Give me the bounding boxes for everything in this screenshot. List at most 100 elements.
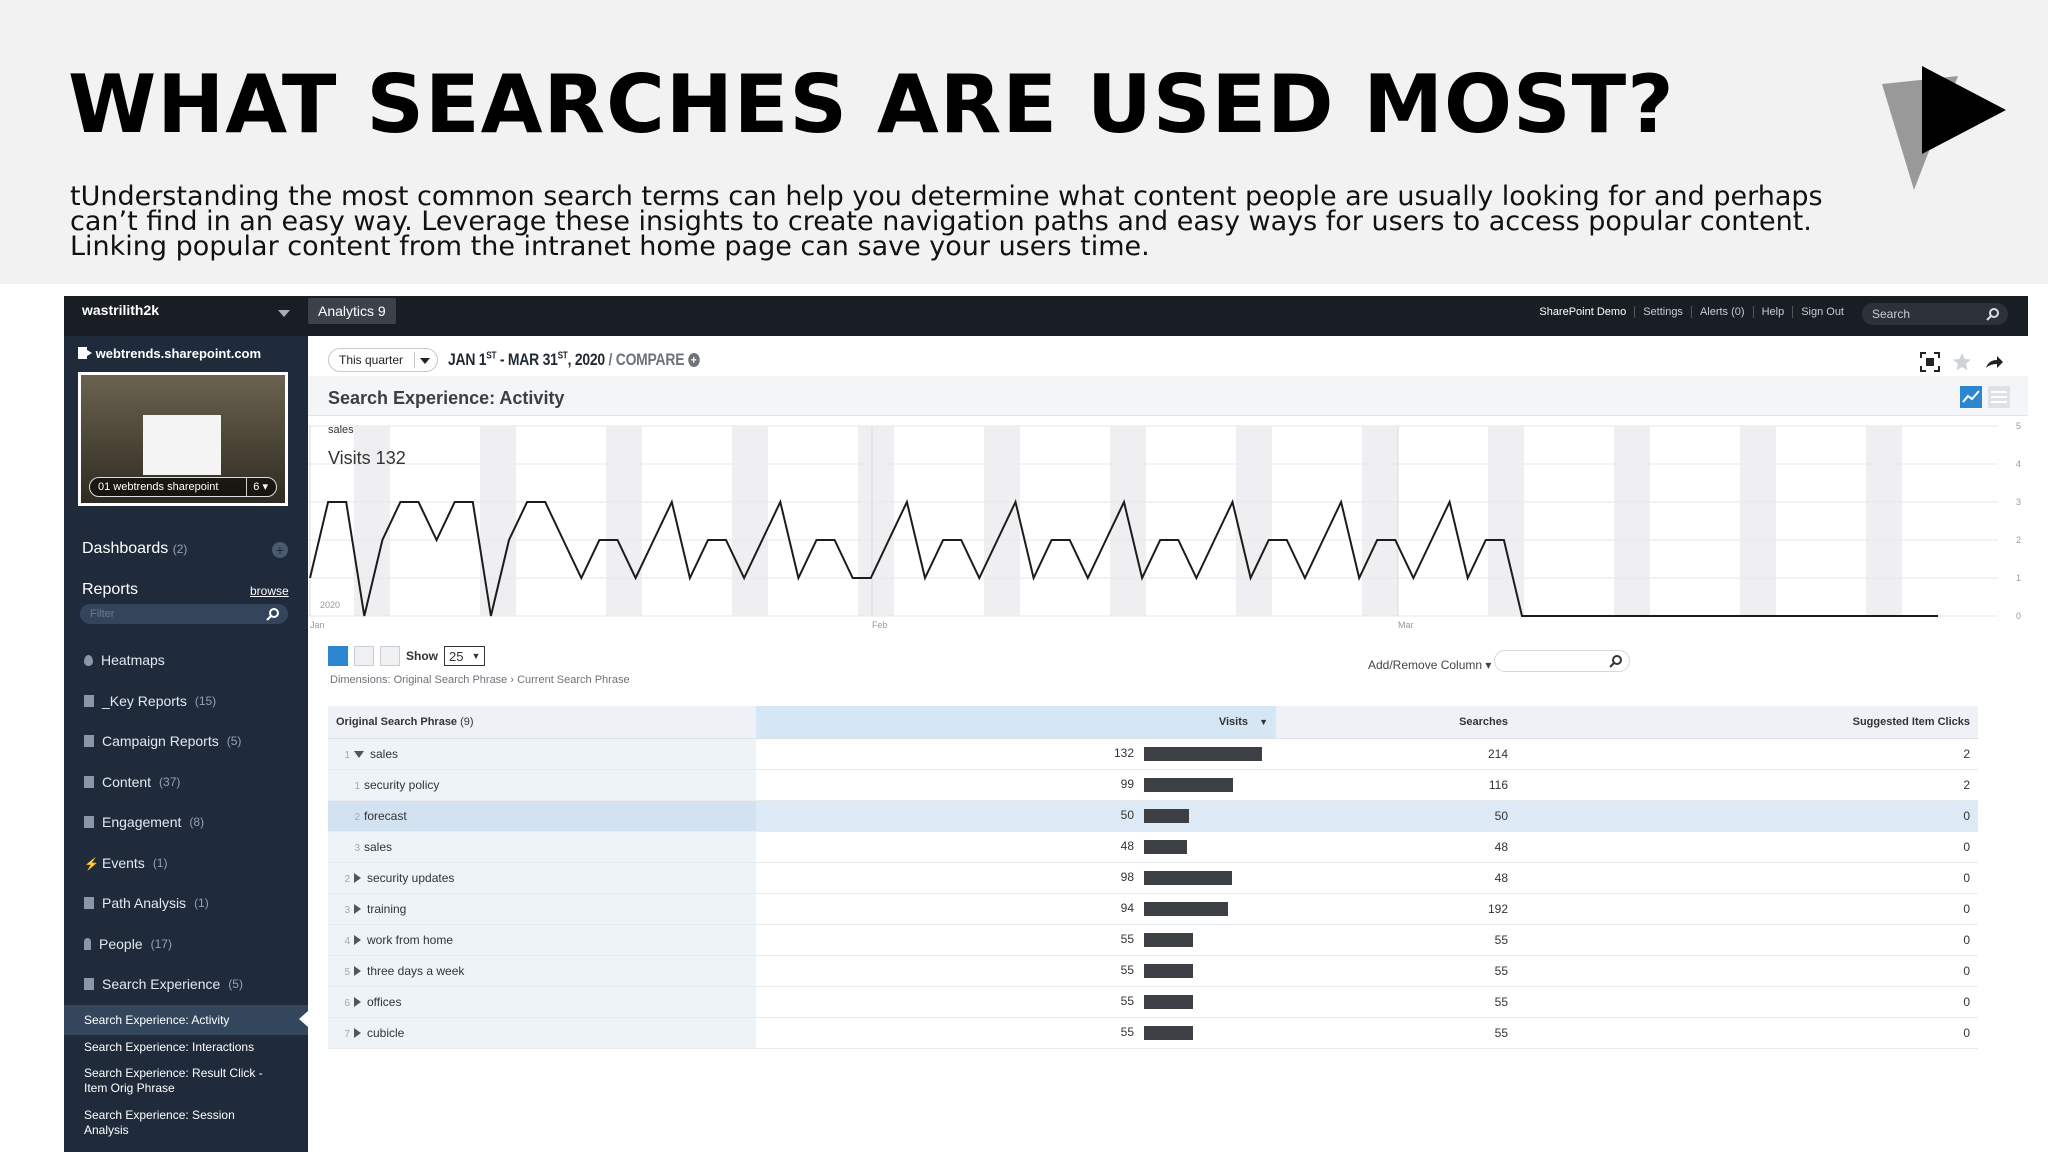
top-link-sign-out[interactable]: Sign Out [1792, 306, 1852, 318]
cell-clicks: 0 [1516, 1017, 1978, 1049]
grid-layout-icon[interactable] [354, 646, 374, 666]
table-view-icon[interactable] [1988, 386, 2010, 408]
sidebar-item-search-experience[interactable]: Search Experience (5) [84, 976, 243, 992]
cell-searches: 192 [1276, 893, 1516, 925]
top-link-sharepoint-demo[interactable]: SharePoint Demo [1539, 306, 1627, 318]
header-band [0, 0, 2048, 284]
analytics-app: wastrilith2k Analytics 9 SharePoint Demo… [64, 296, 2028, 1152]
top-search-input[interactable]: Search [1862, 303, 2008, 325]
sidebar-item-heatmaps[interactable]: Heatmaps [84, 652, 165, 668]
add-remove-column-button[interactable]: Add/Remove Column ▾ [1368, 658, 1492, 672]
y-tick-label: 5 [2016, 421, 2021, 431]
y-tick-label: 3 [2016, 497, 2021, 507]
sidebar-item-campaign-reports[interactable]: Campaign Reports (5) [84, 733, 241, 749]
table-search-input[interactable] [1494, 650, 1630, 672]
compare-add-icon[interactable]: + [687, 353, 700, 367]
phrase-text[interactable]: training [367, 901, 407, 916]
search-icon[interactable] [1609, 654, 1623, 668]
rows-per-page-select[interactable]: 25 ▼ [444, 646, 486, 666]
thumbnail-count[interactable]: 6 ▾ [246, 478, 268, 496]
table-row[interactable]: 2 forecast 50 50 0 [328, 800, 1978, 832]
cell-searches: 55 [1276, 986, 1516, 1018]
account-name[interactable]: wastrilith2k [82, 302, 160, 318]
expand-icon[interactable] [354, 997, 361, 1008]
compare-link[interactable]: / COMPARE [608, 350, 685, 369]
subnav-search-session-analysis[interactable]: Search Experience: Session Analysis [84, 1108, 235, 1137]
table-row[interactable]: 7 cubicle 55 55 0 [328, 1017, 1978, 1049]
search-icon[interactable] [266, 607, 280, 621]
phrase-text[interactable]: forecast [364, 808, 407, 823]
table-row[interactable]: 2 security updates 98 48 0 [328, 862, 1978, 894]
weekend-band [1866, 426, 1902, 616]
pivot-layout-icon[interactable] [380, 646, 400, 666]
sidebar-item-dashboards[interactable]: Dashboards (2) [82, 540, 187, 558]
cell-clicks: 0 [1516, 924, 1978, 956]
column-header-phrase[interactable]: Original Search Phrase (9) [328, 706, 756, 739]
search-icon[interactable] [1986, 307, 2000, 321]
sidebar-item-people[interactable]: People (17) [84, 936, 172, 952]
sidebar-item-key-reports[interactable]: _Key Reports (15) [84, 693, 216, 709]
table-row[interactable]: 5 three days a week 55 55 0 [328, 955, 1978, 987]
expand-icon[interactable] [354, 1028, 361, 1039]
cell-phrase: 4 work from home [328, 924, 756, 956]
row-number: 3 [344, 904, 350, 916]
expand-icon[interactable] [354, 966, 361, 977]
fullscreen-icon[interactable] [1920, 352, 1940, 372]
visits-value: 132 [1113, 746, 1134, 761]
sort-desc-icon[interactable]: ▼ [1259, 716, 1268, 727]
sidebar-item-content[interactable]: Content (37) [84, 774, 180, 790]
phrase-text[interactable]: work from home [367, 932, 454, 947]
dashboard-thumbnail[interactable]: 01 webtrends sharepoint 6 ▾ [78, 372, 288, 506]
cell-phrase: 3 sales [328, 831, 756, 863]
expand-icon[interactable] [354, 873, 361, 884]
subnav-search-result-click[interactable]: Search Experience: Result Click - Item O… [84, 1066, 263, 1095]
collapse-icon[interactable] [354, 750, 364, 758]
table-row[interactable]: 1 security policy 99 116 2 [328, 769, 1978, 801]
share-arrow-icon[interactable] [1984, 352, 2004, 372]
line-chart-icon[interactable] [1960, 386, 1982, 408]
site-name[interactable]: webtrends.sharepoint.com [78, 346, 261, 361]
thumbnail-caption[interactable]: 01 webtrends sharepoint 6 ▾ [89, 477, 277, 497]
star-icon[interactable] [1952, 352, 1972, 372]
sidebar-item-path-analysis[interactable]: Path Analysis (1) [84, 895, 209, 911]
phrase-text[interactable]: security policy [364, 777, 440, 792]
top-link-alerts[interactable]: Alerts (0) [1690, 306, 1753, 318]
cell-phrase: 1 sales [328, 738, 756, 770]
weekend-band [1614, 426, 1650, 616]
cell-searches: 116 [1276, 769, 1516, 801]
phrase-text[interactable]: cubicle [367, 1025, 405, 1040]
phrase-text[interactable]: sales [364, 839, 393, 854]
table-row[interactable]: 3 sales 48 48 0 [328, 831, 1978, 863]
table-row[interactable]: 6 offices 55 55 0 [328, 986, 1978, 1018]
phrase-text[interactable]: three days a week [367, 963, 465, 978]
product-tab[interactable]: Analytics 9 [308, 298, 396, 324]
top-link-settings[interactable]: Settings [1634, 306, 1691, 318]
sidebar-item-events[interactable]: ⚡ Events (1) [84, 855, 167, 871]
add-dashboard-icon[interactable]: + [272, 542, 288, 558]
browse-link[interactable]: browse [250, 584, 289, 598]
top-link-help[interactable]: Help [1752, 306, 1793, 318]
account-dropdown-icon[interactable] [278, 310, 290, 317]
sidebar-item-reports[interactable]: Reports [82, 581, 139, 598]
top-links: SharePoint Demo Settings Alerts (0) Help… [1531, 306, 1852, 318]
column-header-visits[interactable]: Visits ▼ [756, 706, 1276, 739]
expand-icon[interactable] [354, 904, 361, 915]
table-layout-icon[interactable] [328, 646, 348, 666]
sidebar-item-engagement[interactable]: Engagement (8) [84, 814, 204, 830]
period-select[interactable]: This quarter [328, 348, 438, 372]
phrase-text[interactable]: sales [370, 746, 399, 761]
expand-icon[interactable] [354, 935, 361, 946]
subnav-search-interactions[interactable]: Search Experience: Interactions [84, 1040, 255, 1054]
table-row[interactable]: 1 sales 132 214 2 [328, 738, 1978, 770]
table-row[interactable]: 3 training 94 192 0 [328, 893, 1978, 925]
column-header-searches[interactable]: Searches [1276, 706, 1516, 739]
subnav-search-activity[interactable]: Search Experience: Activity [64, 1005, 308, 1035]
report-filter-input[interactable]: Filter [80, 604, 288, 624]
phrase-text[interactable]: security updates [367, 870, 455, 885]
phrase-text[interactable]: offices [367, 994, 402, 1009]
column-header-clicks[interactable]: Suggested Item Clicks [1516, 706, 1978, 739]
cell-visits: 55 [756, 955, 1276, 987]
date-range[interactable]: JAN 1ST - MAR 31ST, 2020 / COMPARE + [448, 350, 700, 370]
dimensions-breadcrumb[interactable]: Dimensions: Original Search Phrase › Cur… [330, 674, 630, 686]
table-row[interactable]: 4 work from home 55 55 0 [328, 924, 1978, 956]
